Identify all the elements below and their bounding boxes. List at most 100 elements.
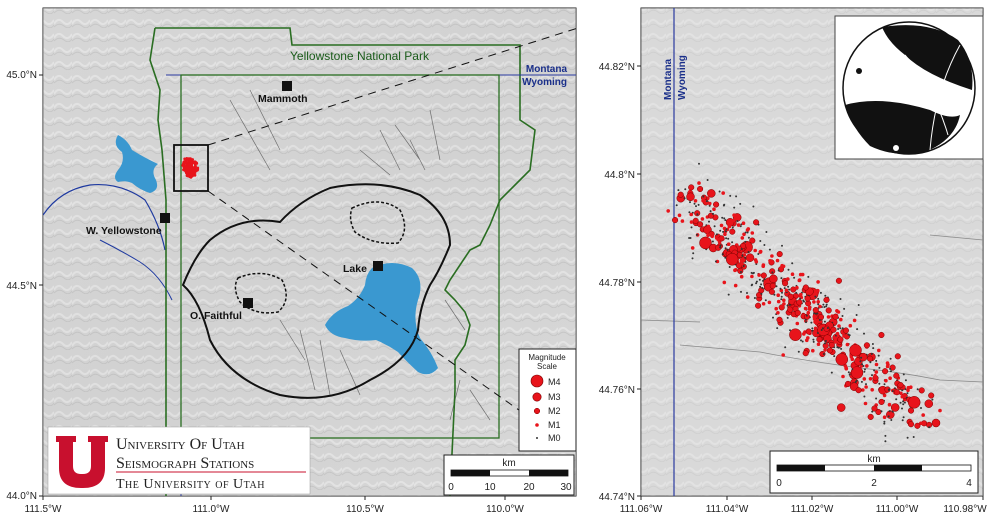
- epicenter: [870, 388, 874, 392]
- epicenter: [851, 368, 854, 371]
- epicenter: [715, 233, 718, 236]
- legend-m1: M1: [548, 420, 561, 430]
- epicenter: [728, 266, 731, 268]
- epicenter: [835, 331, 840, 336]
- west-yellowstone-marker: [160, 213, 170, 223]
- epicenter: [826, 315, 831, 319]
- epicenter: [841, 315, 844, 317]
- epicenter: [835, 309, 839, 313]
- epicenter: [833, 355, 836, 358]
- epicenter: [724, 256, 727, 259]
- epicenter: [812, 340, 815, 343]
- epicenter: [782, 280, 789, 287]
- epicenter: [823, 296, 830, 303]
- epicenter: [727, 293, 730, 296]
- epicenter: [690, 246, 695, 250]
- epicenter: [763, 278, 766, 281]
- epicenter: [853, 367, 857, 371]
- epicenter: [705, 200, 708, 203]
- epicenter: [773, 293, 776, 296]
- epicenter: [726, 242, 731, 246]
- epicenter: [818, 304, 822, 309]
- epicenter: [813, 326, 818, 331]
- epicenter: [875, 359, 878, 362]
- epicenter: [776, 316, 783, 323]
- magnitude-legend-title-2: Scale: [537, 362, 558, 371]
- epicenter: [938, 408, 942, 413]
- logo-line-3: The University of Utah: [116, 477, 265, 492]
- epicenter: [726, 249, 729, 251]
- epicenter: [858, 352, 868, 362]
- epicenter: [871, 374, 873, 377]
- swarm-epicenter: [182, 162, 185, 166]
- epicenter: [890, 419, 893, 421]
- epicenter: [759, 240, 762, 242]
- epicenter: [761, 287, 764, 289]
- epicenter: [848, 323, 853, 328]
- epicenter: [806, 336, 810, 340]
- epicenter: [848, 373, 851, 376]
- epicenter: [733, 283, 738, 288]
- epicenter: [779, 287, 782, 290]
- epicenter: [901, 407, 903, 410]
- epicenter: [731, 241, 734, 244]
- epicenter: [817, 297, 820, 300]
- epicenter: [832, 313, 839, 320]
- epicenter: [804, 295, 811, 302]
- epicenter: [786, 304, 789, 307]
- regional-lon-tick-110-5: 110.5°W: [346, 504, 384, 515]
- swarm-epicenter: [193, 169, 197, 173]
- epicenter: [820, 329, 823, 331]
- epicenter: [789, 329, 791, 332]
- epicenter: [841, 327, 844, 330]
- epicenter: [802, 284, 809, 291]
- epicenter: [708, 204, 711, 207]
- epicenter: [867, 413, 874, 420]
- epicenter: [869, 361, 872, 364]
- epicenter: [776, 293, 780, 298]
- epicenter: [790, 286, 797, 293]
- epicenter: [807, 305, 812, 310]
- epicenter: [916, 388, 919, 391]
- epicenter: [889, 364, 896, 371]
- epicenter: [747, 250, 750, 253]
- epicenter: [783, 287, 786, 290]
- swarm-epicenter: [191, 158, 195, 161]
- regional-scale-unit: km: [502, 458, 515, 469]
- epicenter: [884, 434, 887, 437]
- park-frame: [180, 74, 500, 439]
- epicenter: [709, 192, 713, 197]
- epicenter: [737, 267, 744, 274]
- epicenter: [882, 415, 887, 420]
- epicenter: [819, 350, 826, 358]
- epicenter: [837, 336, 844, 343]
- epicenter: [818, 319, 821, 321]
- epicenter: [782, 298, 786, 303]
- old-faithful-marker: [243, 298, 253, 308]
- logo-line-1: University Of Utah: [116, 436, 245, 453]
- epicenter: [794, 309, 801, 316]
- epicenter: [825, 305, 828, 308]
- epicenter: [863, 342, 870, 349]
- epicenter: [854, 381, 857, 383]
- legend-m2-circle: [533, 407, 541, 415]
- epicenter: [686, 192, 695, 202]
- epicenter: [725, 228, 728, 231]
- epicenter: [747, 236, 750, 239]
- epicenter: [749, 237, 756, 244]
- epicenter: [776, 327, 779, 330]
- epicenter: [760, 292, 763, 295]
- epicenter: [877, 354, 880, 357]
- resurgent-dome-1: [349, 201, 406, 245]
- epicenter: [666, 209, 670, 213]
- epicenter: [769, 282, 776, 289]
- place-label-lake: Lake: [343, 263, 367, 275]
- epicenter: [804, 318, 807, 321]
- epicenter: [816, 288, 820, 293]
- earthquake-epicenters: [666, 162, 942, 443]
- epicenter: [781, 353, 785, 357]
- epicenter: [800, 339, 802, 342]
- hebgen-lake: [115, 135, 158, 193]
- detail-lat-tick-44-78: 44.78°N: [599, 278, 635, 289]
- epicenter: [824, 340, 827, 342]
